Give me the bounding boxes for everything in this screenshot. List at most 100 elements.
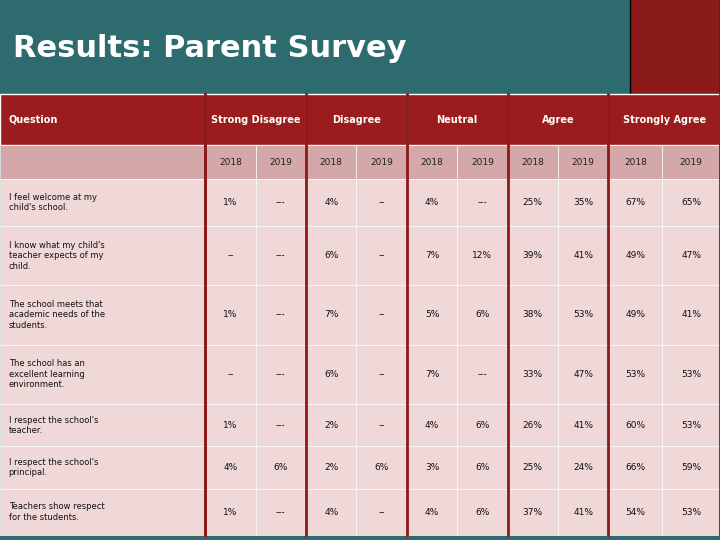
- FancyBboxPatch shape: [407, 226, 457, 285]
- FancyBboxPatch shape: [508, 404, 558, 447]
- FancyBboxPatch shape: [205, 145, 256, 179]
- FancyBboxPatch shape: [256, 345, 306, 404]
- FancyBboxPatch shape: [407, 93, 508, 145]
- Text: ---: ---: [477, 370, 487, 379]
- FancyBboxPatch shape: [407, 345, 457, 404]
- Text: 6%: 6%: [475, 310, 490, 320]
- Text: 66%: 66%: [626, 463, 645, 472]
- FancyBboxPatch shape: [608, 179, 662, 226]
- FancyBboxPatch shape: [0, 447, 205, 489]
- FancyBboxPatch shape: [457, 179, 508, 226]
- Text: Agree: Agree: [541, 114, 575, 125]
- Text: 33%: 33%: [523, 370, 543, 379]
- Text: 4%: 4%: [425, 508, 439, 517]
- Text: 7%: 7%: [324, 310, 338, 320]
- Text: 1%: 1%: [223, 310, 238, 320]
- Text: 25%: 25%: [523, 198, 543, 207]
- Text: 60%: 60%: [626, 421, 645, 430]
- FancyBboxPatch shape: [407, 179, 457, 226]
- Text: 49%: 49%: [626, 310, 645, 320]
- FancyBboxPatch shape: [662, 179, 720, 226]
- FancyBboxPatch shape: [508, 345, 558, 404]
- Text: I feel welcome at my
child's school.: I feel welcome at my child's school.: [9, 193, 96, 212]
- FancyBboxPatch shape: [306, 179, 356, 226]
- FancyBboxPatch shape: [608, 285, 662, 345]
- FancyBboxPatch shape: [457, 285, 508, 345]
- FancyBboxPatch shape: [306, 404, 356, 447]
- Text: 38%: 38%: [523, 310, 543, 320]
- Text: 47%: 47%: [573, 370, 593, 379]
- Text: ---: ---: [276, 251, 286, 260]
- Text: 6%: 6%: [274, 463, 288, 472]
- Text: ---: ---: [276, 370, 286, 379]
- FancyBboxPatch shape: [558, 285, 608, 345]
- FancyBboxPatch shape: [407, 404, 457, 447]
- Text: Strongly Agree: Strongly Agree: [623, 114, 706, 125]
- Text: I respect the school's
principal.: I respect the school's principal.: [9, 458, 98, 477]
- Text: 2%: 2%: [324, 421, 338, 430]
- FancyBboxPatch shape: [0, 145, 205, 179]
- FancyBboxPatch shape: [256, 489, 306, 536]
- Text: I respect the school's
teacher.: I respect the school's teacher.: [9, 416, 98, 435]
- Text: 53%: 53%: [573, 310, 593, 320]
- Text: Strong Disagree: Strong Disagree: [211, 114, 300, 125]
- FancyBboxPatch shape: [205, 489, 256, 536]
- FancyBboxPatch shape: [508, 179, 558, 226]
- FancyBboxPatch shape: [205, 404, 256, 447]
- Text: 37%: 37%: [523, 508, 543, 517]
- FancyBboxPatch shape: [662, 145, 720, 179]
- Text: 4%: 4%: [223, 463, 238, 472]
- Text: --: --: [227, 370, 234, 379]
- FancyBboxPatch shape: [457, 489, 508, 536]
- Text: 53%: 53%: [626, 370, 645, 379]
- Text: Disagree: Disagree: [332, 114, 381, 125]
- FancyBboxPatch shape: [256, 179, 306, 226]
- FancyBboxPatch shape: [356, 404, 407, 447]
- Text: 2019: 2019: [471, 158, 494, 167]
- FancyBboxPatch shape: [0, 179, 205, 226]
- FancyBboxPatch shape: [457, 447, 508, 489]
- FancyBboxPatch shape: [0, 404, 205, 447]
- FancyBboxPatch shape: [256, 285, 306, 345]
- Text: 2019: 2019: [269, 158, 292, 167]
- FancyBboxPatch shape: [558, 226, 608, 285]
- Text: ---: ---: [477, 198, 487, 207]
- FancyBboxPatch shape: [662, 489, 720, 536]
- FancyBboxPatch shape: [457, 404, 508, 447]
- Text: 1%: 1%: [223, 508, 238, 517]
- FancyBboxPatch shape: [558, 489, 608, 536]
- FancyBboxPatch shape: [508, 145, 558, 179]
- FancyBboxPatch shape: [356, 226, 407, 285]
- FancyBboxPatch shape: [662, 345, 720, 404]
- FancyBboxPatch shape: [508, 226, 558, 285]
- FancyBboxPatch shape: [205, 179, 256, 226]
- Text: 35%: 35%: [573, 198, 593, 207]
- FancyBboxPatch shape: [205, 285, 256, 345]
- Text: The school meets that
academic needs of the
students.: The school meets that academic needs of …: [9, 300, 105, 330]
- FancyBboxPatch shape: [356, 285, 407, 345]
- FancyBboxPatch shape: [0, 345, 205, 404]
- Text: 6%: 6%: [475, 508, 490, 517]
- Text: 41%: 41%: [681, 310, 701, 320]
- FancyBboxPatch shape: [306, 226, 356, 285]
- Text: 7%: 7%: [425, 251, 439, 260]
- Text: 2019: 2019: [370, 158, 393, 167]
- FancyBboxPatch shape: [508, 93, 608, 145]
- FancyBboxPatch shape: [508, 285, 558, 345]
- Text: 65%: 65%: [681, 198, 701, 207]
- Text: 12%: 12%: [472, 251, 492, 260]
- Text: ---: ---: [276, 198, 286, 207]
- Text: 41%: 41%: [573, 251, 593, 260]
- Text: 6%: 6%: [475, 463, 490, 472]
- Text: Question: Question: [9, 114, 58, 125]
- FancyBboxPatch shape: [205, 345, 256, 404]
- FancyBboxPatch shape: [407, 489, 457, 536]
- FancyBboxPatch shape: [608, 345, 662, 404]
- FancyBboxPatch shape: [205, 93, 306, 145]
- Text: 2019: 2019: [680, 158, 703, 167]
- Text: 2018: 2018: [320, 158, 343, 167]
- FancyBboxPatch shape: [356, 447, 407, 489]
- FancyBboxPatch shape: [608, 145, 662, 179]
- Text: 6%: 6%: [324, 251, 338, 260]
- Text: --: --: [378, 251, 385, 260]
